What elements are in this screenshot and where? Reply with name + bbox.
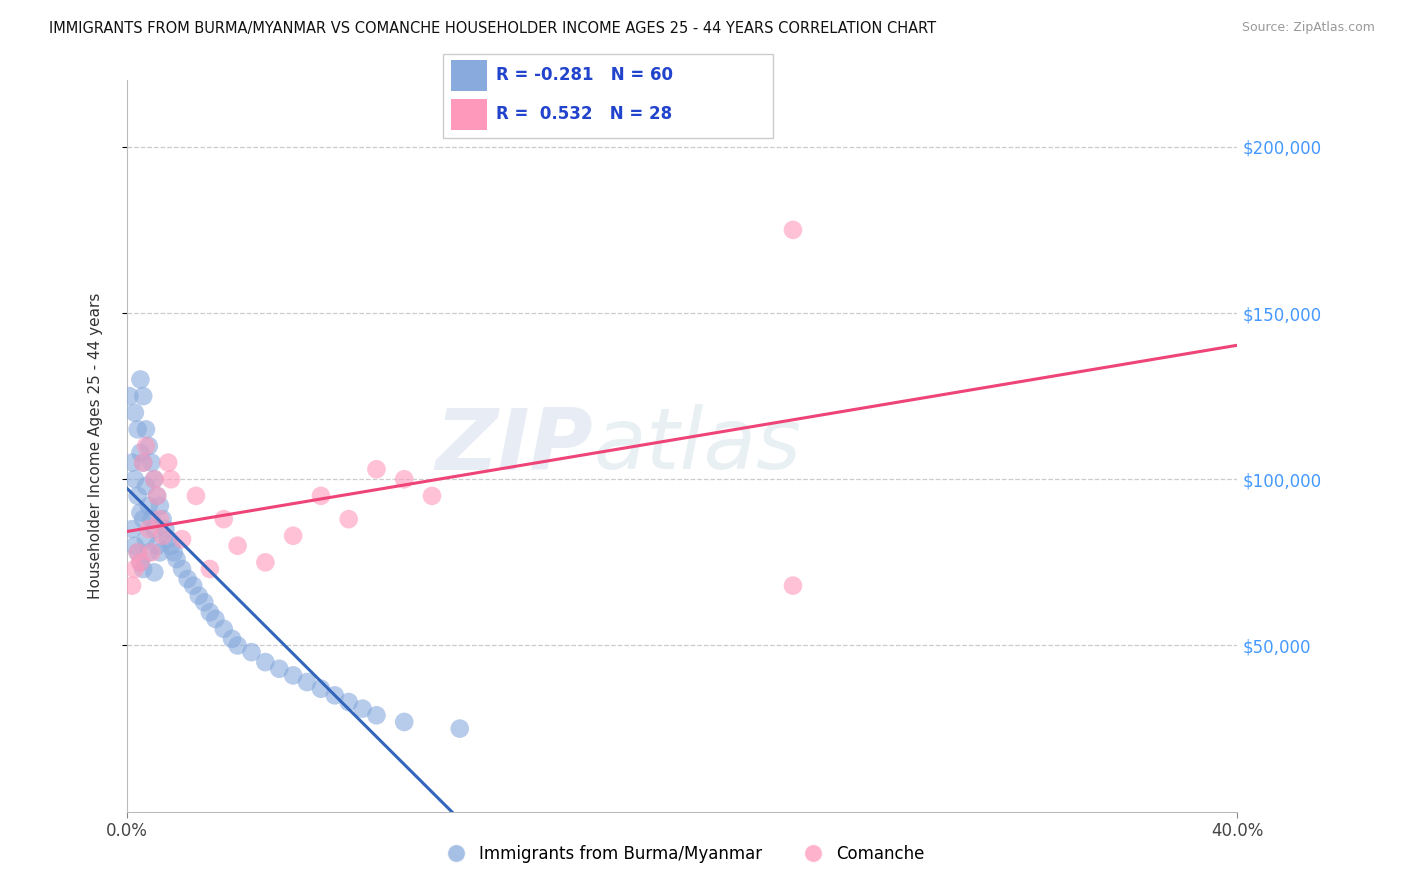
Point xyxy=(254,555,277,569)
Point xyxy=(163,545,186,559)
Point xyxy=(782,223,804,237)
Point xyxy=(124,406,146,420)
Text: R = -0.281   N = 60: R = -0.281 N = 60 xyxy=(496,66,672,84)
Point xyxy=(129,555,152,569)
Point xyxy=(127,545,149,559)
Point xyxy=(176,572,198,586)
Point xyxy=(149,545,172,559)
Point xyxy=(135,439,157,453)
Point xyxy=(143,522,166,536)
Point xyxy=(269,662,291,676)
Point xyxy=(157,456,180,470)
Point xyxy=(155,522,177,536)
Point xyxy=(337,512,360,526)
Point xyxy=(118,389,141,403)
Text: atlas: atlas xyxy=(593,404,801,488)
Point xyxy=(160,539,183,553)
Point xyxy=(281,529,304,543)
Point xyxy=(166,552,188,566)
Point xyxy=(121,522,143,536)
Point xyxy=(394,472,416,486)
Point xyxy=(181,579,204,593)
Point xyxy=(141,545,163,559)
Point xyxy=(226,539,249,553)
Point xyxy=(138,439,160,453)
Point xyxy=(124,539,146,553)
Point xyxy=(143,472,166,486)
Point xyxy=(127,489,149,503)
Point xyxy=(157,532,180,546)
Point xyxy=(132,512,155,526)
Point xyxy=(146,539,169,553)
Text: Source: ZipAtlas.com: Source: ZipAtlas.com xyxy=(1241,21,1375,34)
Point xyxy=(323,689,346,703)
Legend: Immigrants from Burma/Myanmar, Comanche: Immigrants from Burma/Myanmar, Comanche xyxy=(433,838,931,869)
Point xyxy=(221,632,243,646)
Point xyxy=(146,489,169,503)
Point xyxy=(240,645,263,659)
Point xyxy=(172,562,194,576)
Point xyxy=(146,489,169,503)
Point xyxy=(160,472,183,486)
Point xyxy=(226,639,249,653)
Point xyxy=(143,566,166,580)
Point xyxy=(152,529,174,543)
Point xyxy=(132,562,155,576)
Point xyxy=(281,668,304,682)
Point xyxy=(129,506,152,520)
Point xyxy=(129,555,152,569)
Point xyxy=(127,545,149,559)
Point xyxy=(124,562,146,576)
Point xyxy=(124,472,146,486)
Y-axis label: Householder Income Ages 25 - 44 years: Householder Income Ages 25 - 44 years xyxy=(89,293,103,599)
Point xyxy=(204,612,226,626)
Point xyxy=(295,675,318,690)
Point xyxy=(366,462,388,476)
Point xyxy=(132,456,155,470)
Point xyxy=(149,512,172,526)
Point xyxy=(394,714,416,729)
Point xyxy=(366,708,388,723)
Point xyxy=(352,701,374,715)
Point xyxy=(212,622,235,636)
Point xyxy=(198,562,221,576)
Point xyxy=(184,489,207,503)
Point xyxy=(135,532,157,546)
Point xyxy=(121,456,143,470)
Point xyxy=(143,472,166,486)
Point xyxy=(172,532,194,546)
Point xyxy=(420,489,443,503)
Point xyxy=(135,479,157,493)
Point xyxy=(449,722,471,736)
Point xyxy=(309,489,332,503)
Point xyxy=(309,681,332,696)
Bar xyxy=(451,99,488,130)
Point xyxy=(193,595,215,609)
Point xyxy=(782,579,804,593)
Bar xyxy=(451,61,488,91)
Point xyxy=(132,389,155,403)
Point xyxy=(138,545,160,559)
Text: R =  0.532   N = 28: R = 0.532 N = 28 xyxy=(496,105,672,123)
Point xyxy=(138,499,160,513)
Point xyxy=(127,422,149,436)
Point xyxy=(129,372,152,386)
Point xyxy=(187,589,209,603)
Point xyxy=(132,456,155,470)
Point xyxy=(149,499,172,513)
FancyBboxPatch shape xyxy=(443,54,773,138)
Point xyxy=(198,605,221,619)
Point xyxy=(212,512,235,526)
Point xyxy=(129,445,152,459)
Text: IMMIGRANTS FROM BURMA/MYANMAR VS COMANCHE HOUSEHOLDER INCOME AGES 25 - 44 YEARS : IMMIGRANTS FROM BURMA/MYANMAR VS COMANCH… xyxy=(49,21,936,36)
Point xyxy=(135,422,157,436)
Point xyxy=(152,512,174,526)
Point xyxy=(141,456,163,470)
Text: ZIP: ZIP xyxy=(436,404,593,488)
Point xyxy=(254,655,277,669)
Point xyxy=(141,512,163,526)
Point xyxy=(337,695,360,709)
Point xyxy=(138,522,160,536)
Point xyxy=(121,579,143,593)
